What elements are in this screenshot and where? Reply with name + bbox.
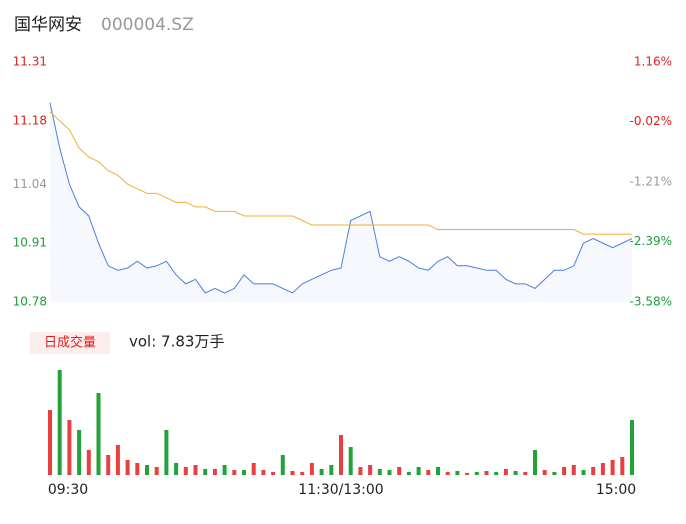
volume-bar xyxy=(57,370,62,475)
y2-tick-label: -2.39% xyxy=(630,234,672,248)
volume-bar xyxy=(212,469,217,475)
volume-bar xyxy=(562,467,567,475)
volume-bar xyxy=(552,472,557,475)
volume-bar xyxy=(348,447,353,475)
y-tick-label: 10.91 xyxy=(13,236,47,250)
volume-bar xyxy=(610,460,615,475)
volume-bar xyxy=(203,469,208,475)
price-area xyxy=(50,102,632,302)
volume-bar xyxy=(591,467,596,475)
volume-bar xyxy=(242,470,246,475)
volume-bar xyxy=(581,470,586,475)
volume-bar xyxy=(67,420,72,475)
volume-bar xyxy=(377,469,382,475)
volume-bar xyxy=(620,457,625,475)
volume-bar xyxy=(48,410,52,475)
volume-bar xyxy=(280,455,285,475)
volume-bar xyxy=(115,445,120,475)
volume-bar xyxy=(571,465,576,475)
volume-bar xyxy=(174,463,179,475)
volume-bar xyxy=(232,470,237,475)
volume-bar xyxy=(154,467,159,475)
volume-bar xyxy=(300,472,305,475)
volume-bar xyxy=(193,465,198,475)
volume-bar xyxy=(106,455,111,475)
y-tick-label: 10.78 xyxy=(13,295,47,309)
y2-tick-label: -3.58% xyxy=(630,295,672,309)
volume-bar xyxy=(222,465,227,475)
volume-bar xyxy=(86,450,91,475)
y2-tick-label: -0.02% xyxy=(630,114,672,128)
volume-bar xyxy=(397,467,402,475)
volume-bar xyxy=(630,420,634,475)
volume-badge: 日成交量 xyxy=(44,335,96,351)
volume-bar xyxy=(368,465,373,475)
y-tick-label: 11.31 xyxy=(13,55,47,69)
volume-bar xyxy=(329,465,334,475)
volume-bar xyxy=(503,469,508,475)
volume-bar xyxy=(251,463,256,475)
volume-bar xyxy=(145,465,149,475)
price-line xyxy=(49,102,633,294)
volume-bar xyxy=(542,470,547,475)
volume-bar xyxy=(533,450,537,475)
stock-name: 国华网安 xyxy=(14,15,82,35)
volume-bar xyxy=(455,471,460,475)
y2-tick-label: -1.21% xyxy=(630,175,672,189)
volume-bar xyxy=(319,469,324,475)
volume-bar xyxy=(339,435,343,475)
volume-bar xyxy=(96,393,101,475)
volume-bar xyxy=(261,470,266,475)
volume-bar xyxy=(135,463,140,475)
volume-bar xyxy=(484,471,489,475)
volume-bar xyxy=(445,472,450,475)
x-tick-label: 11:30/13:00 xyxy=(298,482,383,498)
volume-bar xyxy=(125,460,130,475)
volume-bar xyxy=(416,467,421,475)
volume-bar xyxy=(523,472,528,475)
volume-bar xyxy=(164,430,169,475)
y-tick-label: 11.18 xyxy=(13,113,47,127)
volume-bar xyxy=(465,473,470,475)
volume-bar xyxy=(309,463,314,475)
volume-bar xyxy=(494,472,499,475)
x-tick-label: 09:30 xyxy=(48,482,88,498)
y-tick-label: 11.04 xyxy=(13,177,47,191)
volume-bar xyxy=(290,471,295,475)
volume-bar xyxy=(387,470,392,475)
badge-bg xyxy=(30,332,110,354)
stock-code: 000004.SZ xyxy=(101,15,194,35)
volume-bar xyxy=(358,467,363,475)
volume-bar xyxy=(436,467,440,475)
volume-bar xyxy=(271,472,276,475)
average-line xyxy=(49,111,632,235)
y2-tick-label: 1.16% xyxy=(634,55,672,69)
volume-bar xyxy=(406,472,411,475)
volume-bar xyxy=(77,430,82,475)
volume-bar xyxy=(513,471,518,475)
volume-bar xyxy=(183,467,188,475)
volume-bar xyxy=(426,470,431,475)
volume-bar xyxy=(474,472,479,475)
x-tick-label: 15:00 xyxy=(596,482,636,498)
volume-label: vol: 7.83万手 xyxy=(129,333,224,351)
volume-bar xyxy=(600,463,605,475)
